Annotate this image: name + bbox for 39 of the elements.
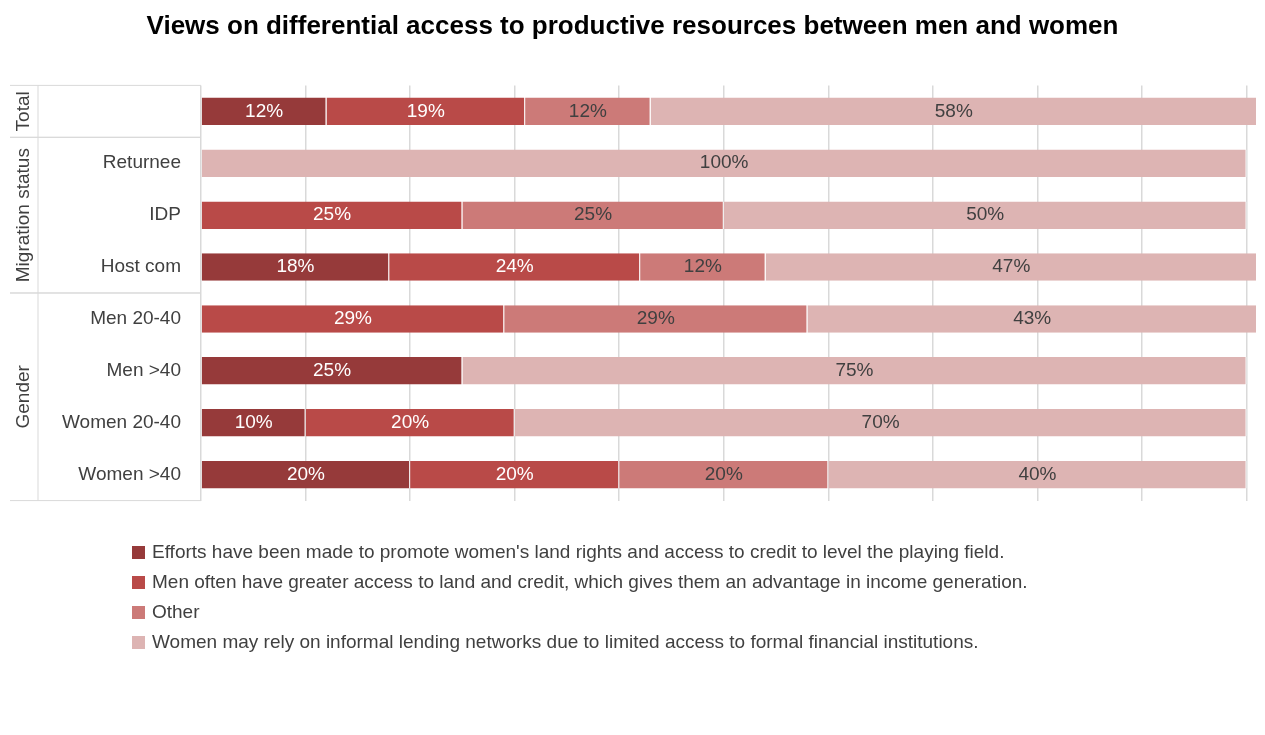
y-tick-label: IDP: [149, 203, 181, 225]
data-label: 40%: [1018, 462, 1057, 484]
data-label: 25%: [574, 203, 613, 225]
data-label: 29%: [333, 307, 373, 329]
data-label: 100%: [699, 151, 749, 173]
data-label: 24%: [495, 255, 534, 277]
y-tick-label: Men >40: [106, 359, 181, 381]
text: Total: [12, 91, 34, 132]
chart-title: Views on differential access to productive resources between men and women: [145, 9, 1120, 42]
data-label: 12%: [683, 255, 722, 277]
data-label: 19%: [406, 99, 445, 121]
y-tick-label: Women >40: [78, 462, 181, 484]
text: Migration status: [12, 148, 34, 283]
y-tick-label: Men 20-40: [90, 307, 181, 329]
data-label: 20%: [391, 410, 430, 432]
legend-label: Other: [152, 601, 200, 623]
data-label: 25%: [313, 203, 352, 225]
legend-label: Women may rely on informal lending networks due to limited access to formal financial institutions.: [152, 631, 979, 653]
data-label: 20%: [286, 462, 326, 484]
data-label: 18%: [276, 255, 315, 277]
legend-label: Efforts have been made to promote women's land rights and access to credit to level the playing field.: [152, 541, 1005, 563]
data-label: 50%: [966, 203, 1005, 225]
data-label: 43%: [1013, 307, 1052, 329]
data-label: 75%: [835, 359, 874, 381]
data-label: 20%: [704, 462, 743, 484]
data-label: 29%: [636, 307, 675, 329]
y-tick-label: Women 20-40: [61, 410, 181, 432]
legend-label: Men often have greater access to land and credit, which gives them an advantage in income generation.: [152, 571, 1028, 593]
data-label: 12%: [245, 99, 284, 121]
data-label: 58%: [934, 99, 973, 121]
text: Gender: [12, 364, 34, 429]
data-label: 47%: [992, 255, 1031, 277]
data-label: 25%: [313, 359, 352, 381]
data-label: 12%: [568, 99, 607, 121]
y-tick-label: Returnee: [102, 151, 181, 173]
y-tick-label: Host com: [100, 255, 181, 277]
data-label: 10%: [234, 410, 273, 432]
data-label: 70%: [861, 410, 900, 432]
data-label: 20%: [495, 462, 534, 484]
